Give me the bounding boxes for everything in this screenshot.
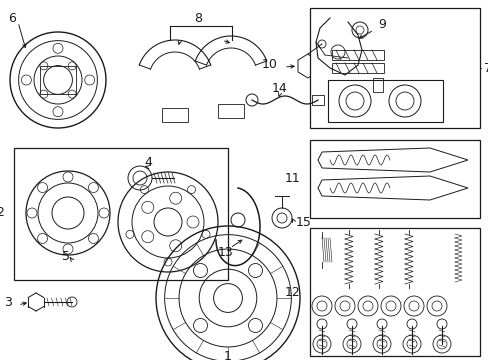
- Text: 3: 3: [4, 296, 12, 309]
- Text: 13: 13: [218, 246, 233, 258]
- Text: 6: 6: [8, 12, 16, 24]
- Text: 8: 8: [194, 12, 202, 24]
- Text: 1: 1: [224, 350, 231, 360]
- Text: 9: 9: [377, 18, 385, 31]
- Bar: [372, 78, 382, 92]
- Text: 10: 10: [262, 58, 277, 71]
- Bar: [14, 148, 227, 280]
- Bar: [40, 66, 76, 94]
- Text: 12: 12: [284, 285, 299, 298]
- Text: 5: 5: [62, 249, 70, 262]
- Bar: [327, 80, 442, 122]
- Text: 15: 15: [295, 216, 311, 229]
- Bar: [309, 228, 479, 356]
- Bar: [309, 140, 479, 218]
- Bar: [309, 8, 479, 128]
- Bar: [331, 50, 383, 60]
- Text: 4: 4: [144, 156, 152, 168]
- Text: 7: 7: [483, 62, 488, 75]
- Bar: [218, 104, 244, 118]
- Text: 11: 11: [284, 171, 299, 184]
- Text: 2: 2: [0, 207, 4, 220]
- Bar: [311, 95, 324, 105]
- Bar: [162, 108, 187, 122]
- Bar: [331, 63, 383, 73]
- Text: 14: 14: [271, 81, 287, 94]
